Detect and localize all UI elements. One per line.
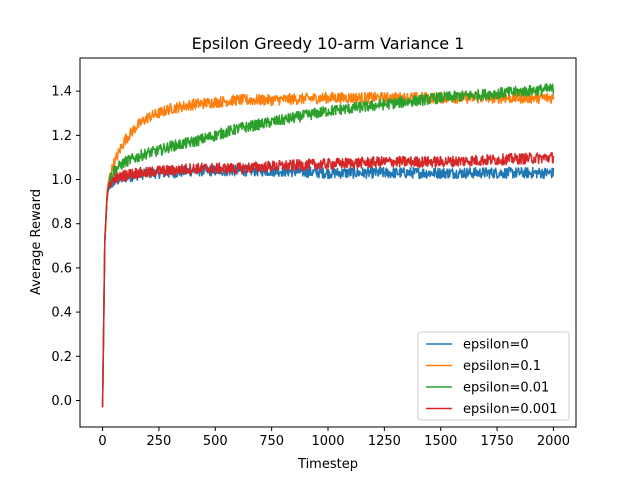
x-tick-label: 1250 — [368, 434, 401, 449]
x-tick-label: 750 — [259, 434, 284, 449]
y-tick-label: 1.0 — [51, 173, 72, 188]
x-tick-label: 250 — [146, 434, 171, 449]
x-tick-label: 2000 — [537, 434, 570, 449]
series-line-3 — [101, 151, 555, 408]
y-tick-label: 1.2 — [51, 129, 72, 144]
x-tick-label: 1750 — [481, 434, 514, 449]
legend-label-3: epsilon=0.001 — [463, 402, 558, 417]
x-tick-label: 1000 — [311, 434, 344, 449]
chart-title: Epsilon Greedy 10-arm Variance 1 — [192, 34, 465, 53]
x-tick-label: 1500 — [424, 434, 457, 449]
y-tick-label: 1.4 — [51, 85, 72, 100]
y-tick-label: 0.8 — [51, 217, 72, 232]
x-axis-label: Timestep — [297, 457, 358, 472]
x-tick-label: 0 — [98, 434, 106, 449]
y-tick-label: 0.6 — [51, 261, 72, 276]
x-tick-label: 500 — [203, 434, 228, 449]
legend-label-0: epsilon=0 — [463, 338, 529, 353]
y-tick-label: 0.2 — [51, 350, 72, 365]
y-axis-label: Average Reward — [29, 189, 44, 295]
series-layer — [101, 83, 555, 408]
x-axis: 0 250 500 750 1000 1250 1500 1750 2000 — [98, 427, 570, 449]
series-line-2 — [101, 83, 555, 408]
legend: epsilon=0 epsilon=0.1 epsilon=0.01 epsilon=… — [417, 331, 570, 421]
y-axis: 0.0 0.2 0.4 0.6 0.8 1.0 1.2 1.4 — [51, 85, 80, 409]
y-tick-label: 0.4 — [51, 306, 72, 321]
y-tick-label: 0.0 — [51, 394, 72, 409]
legend-label-2: epsilon=0.01 — [463, 381, 549, 396]
legend-label-1: epsilon=0.1 — [463, 359, 541, 374]
legend-items: epsilon=0 epsilon=0.1 epsilon=0.01 epsilon=… — [426, 338, 558, 417]
legend-box — [417, 331, 570, 421]
